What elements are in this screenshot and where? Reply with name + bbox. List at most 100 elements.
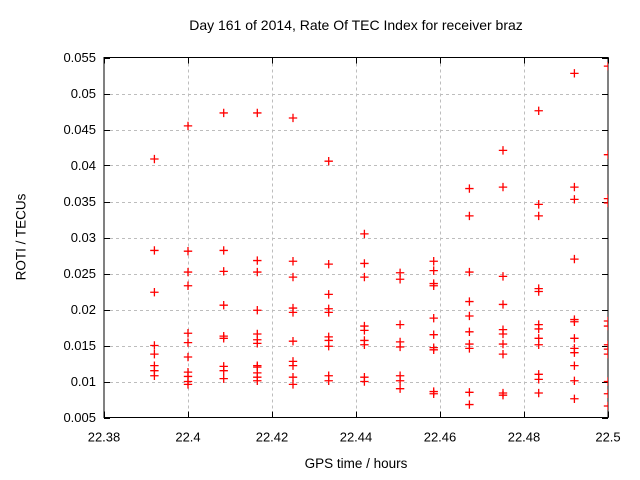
data-point-marker — [534, 287, 543, 296]
data-point-marker — [498, 390, 508, 400]
x-tick-label: 22.42 — [256, 430, 289, 445]
data-point-marker — [219, 108, 228, 118]
data-point-marker — [219, 334, 228, 343]
y-tick-label: 0.055 — [63, 50, 96, 65]
data-point-marker — [395, 275, 405, 284]
data-point-marker — [570, 195, 579, 204]
data-point-marker — [603, 321, 608, 331]
data-point-marker — [288, 372, 298, 382]
data-point-marker — [603, 389, 608, 398]
data-point-marker — [603, 377, 608, 386]
data-point-marker — [150, 371, 159, 380]
data-point-marker — [534, 106, 543, 115]
data-point-marker — [534, 211, 543, 221]
data-point-marker — [534, 375, 543, 384]
y-tick-label: 0.02 — [71, 302, 96, 317]
data-point-marker — [498, 329, 508, 339]
data-point-marker — [570, 361, 579, 370]
y-tick-label: 0.01 — [71, 374, 96, 389]
data-point-marker — [288, 361, 298, 370]
data-point-marker — [570, 182, 579, 192]
axes-frame — [103, 57, 609, 419]
data-point-marker — [465, 311, 474, 321]
data-point-marker — [183, 380, 193, 389]
chart-title: Day 161 of 2014, Rate Of TEC Index for r… — [189, 17, 523, 33]
data-point-marker — [360, 259, 369, 268]
data-point-marker — [150, 341, 159, 350]
data-point-marker — [183, 338, 193, 347]
data-point-marker — [324, 376, 333, 385]
x-tick-label: 22.4 — [175, 430, 200, 445]
data-point-marker — [498, 182, 508, 192]
y-tick-label: 0.045 — [63, 122, 96, 137]
data-point-marker — [429, 345, 438, 355]
data-point-marker — [570, 254, 579, 264]
y-axis-label: ROTI / TECUs — [13, 193, 29, 281]
data-point-marker — [150, 246, 159, 255]
data-point-marker — [465, 327, 474, 337]
data-point-marker — [465, 211, 474, 221]
x-tick-label: 22.5 — [595, 430, 620, 445]
y-tick-label: 0.035 — [63, 194, 96, 209]
data-point-marker — [219, 374, 228, 383]
data-point-marker — [150, 349, 159, 359]
data-point-marker — [498, 300, 508, 309]
data-point-marker — [324, 259, 333, 269]
data-point-marker — [183, 267, 193, 277]
y-tick-label: 0.04 — [71, 158, 96, 173]
data-point-marker — [429, 257, 438, 266]
data-point-marker — [288, 380, 298, 389]
y-tick-label: 0.025 — [63, 266, 96, 281]
grid-lines — [104, 57, 608, 418]
data-point-marker — [429, 330, 438, 339]
data-point-marker — [288, 113, 298, 123]
data-point-marker — [429, 313, 438, 323]
data-point-marker — [465, 184, 474, 193]
data-point-marker — [465, 267, 474, 277]
data-point-marker — [253, 256, 262, 265]
data-point-marker — [183, 352, 193, 362]
x-tick-label: 22.48 — [508, 430, 541, 445]
data-point-marker — [534, 388, 543, 398]
data-point-marker — [429, 389, 438, 398]
data-point-marker — [288, 272, 298, 282]
data-point-marker — [465, 297, 474, 306]
data-point-marker — [534, 340, 543, 349]
data-point-marker — [288, 308, 298, 317]
data-point-marker — [253, 306, 262, 315]
data-point-marker — [570, 394, 579, 403]
data-point-marker — [395, 342, 405, 352]
data-point-marker — [150, 288, 159, 297]
data-point-marker — [603, 194, 608, 203]
data-point-marker — [360, 272, 369, 282]
data-point-marker — [288, 257, 298, 266]
y-tick-label: 0.005 — [63, 410, 96, 425]
data-point-marker — [498, 272, 508, 281]
data-point-marker — [360, 326, 369, 335]
data-point-marker — [183, 329, 193, 338]
data-point-marker — [570, 334, 579, 343]
data-point-marker — [603, 344, 608, 354]
data-point-marker — [603, 401, 608, 411]
data-point-marker — [465, 400, 474, 409]
x-axis-label: GPS time / hours — [304, 456, 408, 471]
data-point-marker — [324, 290, 333, 299]
y-tick-label: 0.05 — [71, 86, 96, 101]
data-point-marker — [603, 340, 608, 349]
data-point-marker — [429, 281, 438, 290]
data-point-marker — [253, 108, 262, 118]
x-tick-label: 22.44 — [340, 430, 373, 445]
data-point-marker — [395, 320, 405, 329]
data-point-marker — [603, 61, 608, 71]
data-point-marker — [324, 342, 333, 351]
data-point-marker — [570, 69, 579, 78]
data-point-marker — [498, 349, 508, 359]
data-point-marker — [570, 348, 579, 357]
data-point-marker — [219, 267, 228, 276]
x-tick-label: 22.38 — [88, 430, 121, 445]
data-point-marker — [570, 376, 579, 385]
data-point-marker — [534, 200, 543, 209]
y-tick-label: 0.015 — [63, 338, 96, 353]
